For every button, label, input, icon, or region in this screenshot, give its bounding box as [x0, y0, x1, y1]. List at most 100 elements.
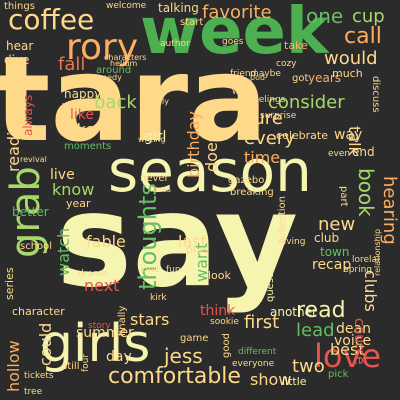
word: favorite [202, 2, 272, 23]
word: everyone [232, 359, 275, 369]
word: jess [164, 344, 203, 368]
word: start [180, 17, 204, 28]
word: celebrate [276, 129, 328, 142]
word: sure [244, 108, 283, 129]
word: better [12, 205, 49, 219]
word: rory [66, 27, 139, 68]
word: little [282, 375, 307, 388]
word: things [4, 1, 35, 12]
word: consider [268, 92, 345, 113]
word: fable [86, 232, 126, 251]
word: birthday [184, 110, 203, 178]
word: kind [140, 265, 160, 275]
word: part [338, 186, 349, 207]
word: pod [250, 73, 266, 82]
word: moments [64, 141, 112, 152]
word: still [62, 361, 80, 372]
word: best [330, 340, 365, 359]
word: weeks [62, 99, 97, 112]
word: hear [6, 39, 34, 53]
word: day [106, 349, 132, 365]
word: story [88, 321, 111, 331]
word: two [292, 356, 325, 377]
word: recap [312, 257, 352, 273]
word: every [244, 128, 295, 149]
word: lead [296, 320, 335, 341]
word: gazebo [228, 175, 265, 186]
word: cozy [276, 59, 297, 69]
word: relationship [373, 228, 382, 276]
word: even [328, 149, 351, 159]
word: loves [150, 185, 171, 194]
word: know [52, 180, 95, 199]
word: good [221, 333, 232, 358]
word: spring [344, 265, 373, 275]
word: pick [328, 369, 349, 380]
word: welcome [106, 1, 147, 11]
word: tree [24, 387, 43, 397]
word: surprise [260, 111, 297, 121]
word: comedy [90, 73, 122, 82]
word: questions [265, 253, 276, 302]
word: girls [40, 314, 151, 374]
word: tickets [24, 371, 54, 381]
word: book [354, 168, 378, 217]
word: think [200, 303, 236, 319]
word: town [320, 245, 350, 259]
word: club [314, 231, 340, 245]
word: diving [278, 237, 306, 247]
word: fall [58, 54, 86, 75]
word: fun [166, 265, 181, 275]
word: happy [64, 87, 102, 101]
word: coffee [8, 3, 95, 36]
word: different [238, 347, 277, 357]
word: one [306, 4, 344, 28]
word: call [344, 24, 382, 49]
word: kirk [150, 293, 167, 303]
word: hearing [379, 176, 400, 245]
word: game [180, 333, 209, 344]
word: does [202, 133, 221, 172]
word: got [292, 73, 309, 84]
word: goes [222, 37, 244, 47]
word: stars [130, 310, 170, 329]
word: never [140, 173, 169, 184]
word: dean [336, 321, 371, 337]
word: finally [117, 305, 128, 336]
word: summer [76, 325, 134, 341]
word: next [84, 276, 120, 295]
word: new [318, 214, 356, 235]
word: read [296, 298, 346, 323]
word: tara [0, 30, 268, 168]
word: take [284, 39, 308, 52]
word: luke [62, 120, 96, 139]
word: say [56, 167, 299, 316]
word: much [332, 67, 363, 80]
word: talking [158, 1, 199, 15]
word: sookie [210, 317, 239, 327]
word: series [3, 267, 16, 300]
word: clubs [361, 270, 380, 312]
word: friend [230, 69, 257, 79]
word: discuss [370, 76, 381, 113]
word: end [352, 145, 375, 159]
word: maybe [250, 69, 281, 79]
word: four [81, 353, 91, 372]
word: love [314, 337, 382, 375]
word: time [244, 148, 281, 167]
word: school [20, 241, 53, 252]
word: back [94, 92, 137, 113]
word: look [208, 269, 231, 282]
word: dive [4, 53, 30, 67]
word: like [70, 107, 95, 123]
word: another [270, 305, 317, 319]
word: live [50, 167, 75, 183]
word: writing [138, 135, 166, 144]
word: comfortable [108, 364, 241, 389]
word: breaking [230, 187, 274, 198]
word: author [160, 39, 190, 49]
word: could [36, 322, 55, 366]
word: helium [110, 59, 138, 68]
word: years [308, 71, 342, 85]
